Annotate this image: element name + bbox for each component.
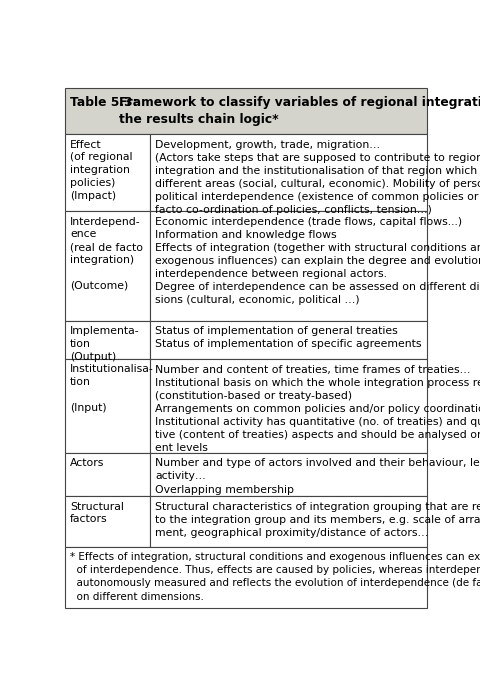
Text: Status of implementation of general treaties
Status of implementation of specifi: Status of implementation of general trea… [155,326,421,349]
Text: Structural characteristics of integration grouping that are related
to the integ: Structural characteristics of integratio… [155,502,480,537]
Bar [65,134,150,212]
Text: Interdepend-
ence
(real de facto
integration)

(Outcome): Interdepend- ence (real de facto integra… [70,216,143,291]
Bar [150,320,427,359]
Text: Economic interdependence (trade flows, capital flows...)
Information and knowled: Economic interdependence (trade flows, c… [155,216,480,305]
Bar [150,134,427,212]
Bar [65,320,150,359]
Text: Table 5.3:: Table 5.3: [70,96,138,109]
Text: Implementa-
tion
(Output): Implementa- tion (Output) [70,326,140,362]
Text: Institutionalisa-
tion

(Input): Institutionalisa- tion (Input) [70,364,154,413]
Bar [65,496,150,547]
Text: * Effects of integration, structural conditions and exogenous influences can exp: * Effects of integration, structural con… [70,553,480,601]
Text: Development, growth, trade, migration…
(Actors take steps that are supposed to c: Development, growth, trade, migration… (… [155,140,480,215]
Bar [65,212,150,320]
Text: Number and type of actors involved and their behaviour, level of
activity…
Overl: Number and type of actors involved and t… [155,458,480,495]
Bar [150,496,427,547]
Bar [150,212,427,320]
Bar [150,359,427,453]
Text: Effect
(of regional
integration
policies)
(Impact): Effect (of regional integration policies… [70,140,132,201]
Text: Framework to classify variables of regional integration according to
the results: Framework to classify variables of regio… [119,96,480,126]
Bar [65,453,150,496]
Text: Structural
factors: Structural factors [70,502,124,524]
Text: Number and content of treaties, time frames of treaties…
Institutional basis on : Number and content of treaties, time fra… [155,364,480,453]
Bar [65,547,427,608]
Text: Actors: Actors [70,458,105,469]
Bar [65,359,150,453]
Bar [150,453,427,496]
Bar [65,88,427,134]
